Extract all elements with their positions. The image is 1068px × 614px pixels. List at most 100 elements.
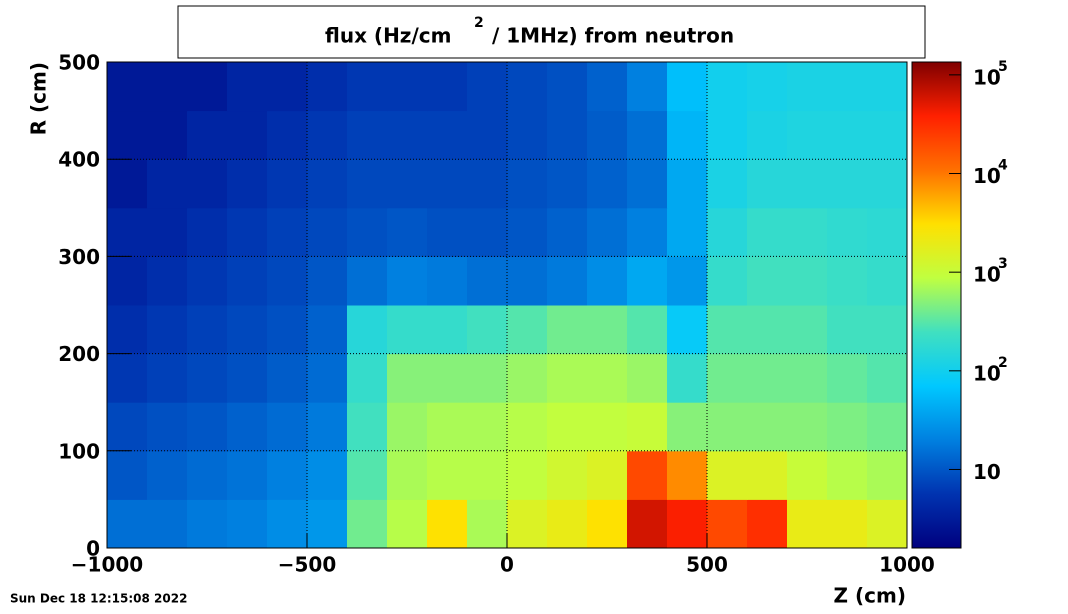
- heatmap-cell: [227, 207, 268, 257]
- heatmap-cell: [387, 159, 428, 209]
- heatmap-cell: [187, 110, 228, 160]
- heatmap-cell: [827, 256, 868, 306]
- heatmap-cell: [667, 402, 708, 452]
- heatmap-cell: [787, 207, 828, 257]
- colorbar-tick-label: 10: [973, 263, 1001, 287]
- heatmap-cell: [467, 62, 508, 112]
- heatmap-cell: [827, 110, 868, 160]
- y-tick-label: 400: [58, 148, 100, 172]
- heatmap-cell: [547, 305, 588, 355]
- heatmap-cell: [347, 256, 388, 306]
- heatmap-cell: [267, 499, 308, 549]
- heatmap-cell: [307, 62, 348, 112]
- chart-title-end: / 1MHz) from neutron: [492, 24, 734, 48]
- heatmap-cell: [387, 62, 428, 112]
- heatmap-cell: [867, 402, 908, 452]
- title-box: [177, 5, 926, 59]
- heatmap-cell: [747, 110, 788, 160]
- heatmap-cell: [627, 62, 668, 112]
- heatmap-cell: [867, 207, 908, 257]
- chart-title: flux (Hz/cm: [325, 24, 451, 48]
- heatmap-cell: [427, 450, 468, 500]
- heatmap-cell: [107, 256, 148, 306]
- heatmap-cell: [707, 305, 748, 355]
- heatmap-cell: [547, 110, 588, 160]
- heatmap-cell: [387, 110, 428, 160]
- heatmap-cell: [587, 256, 628, 306]
- heatmap-cell: [467, 402, 508, 452]
- heatmap-cell: [787, 450, 828, 500]
- heatmap-cell: [227, 305, 268, 355]
- heatmap-cell: [627, 159, 668, 209]
- heatmap-cell: [387, 499, 428, 549]
- heatmap-cell: [507, 353, 548, 403]
- heatmap-cell: [427, 110, 468, 160]
- heatmap-cell: [427, 159, 468, 209]
- heatmap-cell: [587, 110, 628, 160]
- heatmap-cell: [667, 353, 708, 403]
- plot-frame: [106, 61, 908, 549]
- heatmap-cell: [467, 305, 508, 355]
- heatmap-cell: [467, 159, 508, 209]
- heatmap-cell: [667, 450, 708, 500]
- heatmap-cell: [467, 450, 508, 500]
- y-axis-label: R (cm): [27, 62, 51, 135]
- y-tick-label: 500: [58, 51, 100, 75]
- heatmap-cell: [827, 62, 868, 112]
- y-tick-label: 0: [86, 537, 100, 561]
- heatmap-cell: [307, 207, 348, 257]
- heatmap-cell: [747, 450, 788, 500]
- heatmap-cell: [387, 402, 428, 452]
- heatmap-cell: [547, 402, 588, 452]
- heatmap-cell: [467, 499, 508, 549]
- colorbar-tick-label: 10: [973, 361, 1001, 385]
- heatmap-cell: [867, 62, 908, 112]
- heatmap-cell: [227, 353, 268, 403]
- heatmap-cell: [107, 402, 148, 452]
- heatmap-cell: [867, 353, 908, 403]
- heatmap-cell: [267, 207, 308, 257]
- heatmap-cell: [707, 450, 748, 500]
- heatmap-cell: [147, 499, 188, 549]
- heatmap-cell: [227, 110, 268, 160]
- heatmap-cell: [267, 353, 308, 403]
- heatmap-cell: [747, 159, 788, 209]
- heatmap-cell: [347, 159, 388, 209]
- heatmap-cell: [267, 62, 308, 112]
- heatmap-cell: [587, 305, 628, 355]
- heatmap-cell: [427, 256, 468, 306]
- heatmap-cell: [147, 402, 188, 452]
- heatmap-cell: [627, 499, 668, 549]
- heatmap-cell: [347, 499, 388, 549]
- heatmap-cell: [307, 402, 348, 452]
- heatmap-cell: [307, 305, 348, 355]
- heatmap-cell: [227, 499, 268, 549]
- heatmap-cell: [707, 62, 748, 112]
- x-tick-label: −500: [278, 553, 337, 577]
- colorbar: [911, 61, 962, 549]
- heatmap-cell: [347, 207, 388, 257]
- heatmap-cell: [587, 159, 628, 209]
- heatmap-cell: [867, 110, 908, 160]
- heatmap-cell: [587, 499, 628, 549]
- y-tick-label: 100: [58, 439, 100, 463]
- heatmap-cell: [787, 353, 828, 403]
- heatmap-cell: [507, 207, 548, 257]
- heatmap-cell: [427, 207, 468, 257]
- heatmap-cell: [187, 207, 228, 257]
- heatmap-cell: [827, 159, 868, 209]
- heatmap-cell: [667, 110, 708, 160]
- heatmap-cell: [867, 305, 908, 355]
- x-tick-label: 1000: [879, 553, 935, 577]
- heatmap-cell: [187, 499, 228, 549]
- heatmap-cell: [147, 159, 188, 209]
- heatmap-cell: [147, 110, 188, 160]
- heatmap-cell: [227, 256, 268, 306]
- heatmap-cell: [347, 353, 388, 403]
- heatmap-cell: [227, 450, 268, 500]
- heatmap-cell: [307, 159, 348, 209]
- heatmap-cell: [187, 402, 228, 452]
- heatmap-cell: [787, 62, 828, 112]
